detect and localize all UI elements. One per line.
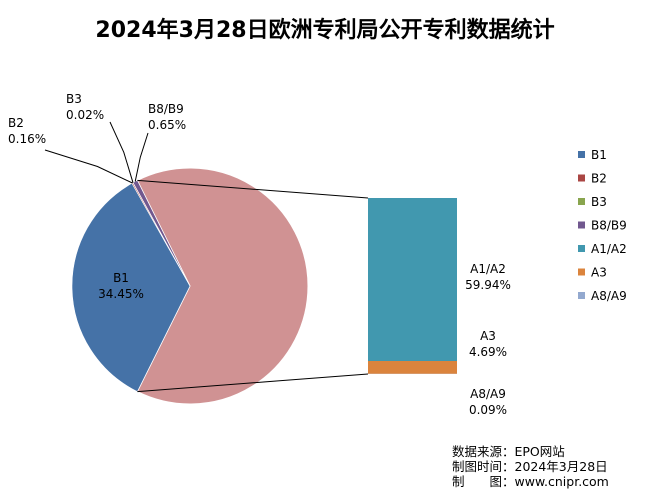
legend-label-b1: B1 bbox=[591, 148, 607, 162]
legend-swatch-b8-b9 bbox=[578, 222, 585, 229]
data-label-value-a3: 4.69% bbox=[469, 345, 507, 359]
legend-label-b8-b9: B8/B9 bbox=[591, 219, 627, 233]
legend-label-b2: B2 bbox=[591, 172, 607, 186]
chart-date-line: 制图时间：2024年3月28日 bbox=[452, 459, 609, 474]
data-label-value-a8-a9: 0.09% bbox=[469, 403, 507, 417]
data-label-value-b3: 0.02% bbox=[66, 108, 104, 122]
bar-segment-a3 bbox=[368, 361, 457, 374]
legend-swatch-b2 bbox=[578, 175, 585, 182]
legend-swatch-a3 bbox=[578, 269, 585, 276]
data-label-name-b2: B2 bbox=[8, 116, 24, 130]
source-line: 数据来源：EPO网站 bbox=[452, 444, 609, 459]
legend-label-b3: B3 bbox=[591, 195, 607, 209]
legend-label-a3: A3 bbox=[591, 266, 607, 280]
data-label-name-a3: A3 bbox=[480, 329, 496, 343]
legend-label-a1-a2: A1/A2 bbox=[591, 242, 627, 256]
data-label-name-b1: B1 bbox=[113, 271, 129, 285]
legend-label-a8-a9: A8/A9 bbox=[591, 289, 627, 303]
data-label-value-b2: 0.16% bbox=[8, 132, 46, 146]
source-note: 数据来源：EPO网站 制图时间：2024年3月28日 制 图：www.cnipr… bbox=[452, 444, 609, 489]
bar-segment-a1-a2 bbox=[368, 198, 457, 361]
legend-swatch-a8-a9 bbox=[578, 292, 585, 299]
legend-swatch-b3 bbox=[578, 198, 585, 205]
leader-line-b2 bbox=[45, 150, 132, 183]
legend-swatch-b1 bbox=[578, 151, 585, 158]
data-label-name-a8-a9: A8/A9 bbox=[470, 387, 506, 401]
legend-swatch-a1-a2 bbox=[578, 245, 585, 252]
data-label-value-b8-b9: 0.65% bbox=[148, 118, 186, 132]
data-label-value-b1: 34.45% bbox=[98, 287, 144, 301]
data-label-name-b8-b9: B8/B9 bbox=[148, 102, 184, 116]
author-line: 制 图：www.cnipr.com bbox=[452, 474, 609, 489]
data-label-name-a1-a2: A1/A2 bbox=[470, 262, 506, 276]
data-label-value-a1-a2: 59.94% bbox=[465, 278, 511, 292]
data-label-name-b3: B3 bbox=[66, 92, 82, 106]
leader-line-b8-b9 bbox=[135, 133, 148, 182]
